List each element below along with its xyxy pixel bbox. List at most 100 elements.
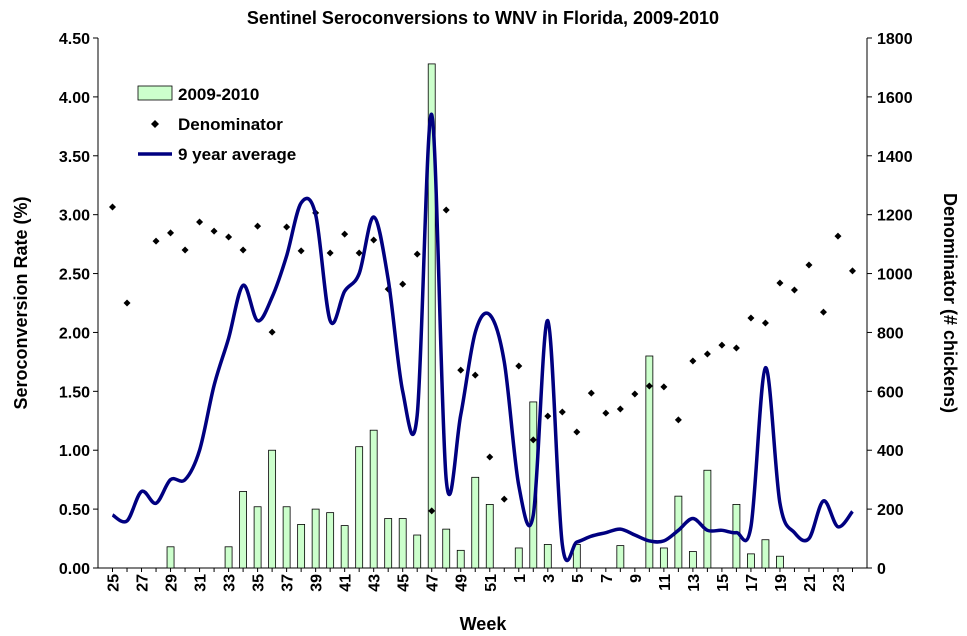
point [747, 314, 755, 322]
y2-tick-label: 1800 [877, 31, 913, 48]
point [471, 371, 479, 379]
point [225, 233, 233, 241]
point [689, 357, 697, 365]
x-tick-label: 51 [483, 574, 500, 592]
bar [543, 544, 552, 569]
y-tick-label: 1.50 [59, 384, 90, 401]
point [805, 261, 813, 269]
point [152, 237, 160, 245]
point [703, 350, 711, 358]
point [834, 232, 842, 240]
y-tick-label: 0.00 [59, 561, 90, 578]
x-tick-label: 29 [164, 574, 181, 592]
x-tick-label: 35 [251, 574, 268, 592]
bar [485, 503, 494, 569]
chart-title: Sentinel Seroconversions to WNV in Flori… [247, 8, 719, 28]
point [210, 227, 218, 235]
point [355, 249, 363, 257]
point [660, 383, 668, 391]
x-tick-label: 45 [396, 574, 413, 592]
legend-label: 9 year average [178, 145, 296, 164]
point [732, 344, 740, 352]
point [123, 299, 131, 307]
bar [398, 518, 407, 569]
bar [456, 549, 465, 569]
y-tick-label: 0.50 [59, 502, 90, 519]
y2-tick-label: 200 [877, 502, 904, 519]
x-tick-label: 47 [425, 574, 442, 592]
bar [514, 547, 523, 569]
point [645, 382, 653, 390]
point [674, 416, 682, 424]
point [790, 286, 798, 294]
x-tick-label: 15 [715, 574, 732, 592]
y2-tick-label: 800 [877, 325, 904, 342]
y-tick-label: 4.00 [59, 90, 90, 107]
bar [616, 545, 625, 569]
point [326, 249, 334, 257]
x-tick-label: 5 [570, 574, 587, 583]
x-tick-label: 25 [106, 574, 123, 592]
point [268, 328, 276, 336]
bar [253, 506, 262, 569]
point [602, 409, 610, 417]
point [776, 279, 784, 287]
bar [297, 524, 306, 569]
x-tick-label: 7 [599, 574, 616, 583]
bar [282, 506, 291, 569]
bar [384, 518, 393, 569]
point [283, 223, 291, 231]
point [486, 453, 494, 461]
bar [659, 547, 668, 569]
y-tick-label: 2.50 [59, 267, 90, 284]
x-tick-label: 9 [628, 574, 645, 583]
x-tick-label: 1 [512, 574, 529, 583]
point [631, 390, 639, 398]
y-tick-label: 3.00 [59, 208, 90, 225]
point [109, 203, 117, 211]
bar [471, 476, 480, 569]
bar [572, 544, 581, 569]
point [761, 319, 769, 327]
y2-tick-label: 1400 [877, 149, 913, 166]
bar [239, 491, 247, 569]
point [587, 389, 595, 397]
x-tick-label: 31 [193, 574, 210, 592]
point [544, 412, 552, 420]
legend-swatch [137, 85, 173, 101]
x-tick-label: 11 [657, 574, 674, 591]
y2-tick-label: 600 [877, 384, 904, 401]
point [413, 250, 421, 258]
point [457, 366, 465, 374]
line [111, 112, 854, 563]
bar [166, 546, 175, 569]
x-tick-label: 41 [338, 574, 355, 592]
point [167, 229, 175, 237]
x-tick-label: 37 [280, 574, 297, 592]
point [254, 222, 262, 230]
point [500, 495, 508, 503]
point [239, 246, 247, 254]
bar [776, 555, 784, 569]
bar [326, 512, 335, 569]
y2-tick-label: 0 [877, 561, 886, 578]
bar [761, 539, 770, 569]
point [442, 206, 450, 214]
point [718, 341, 726, 349]
bar [688, 551, 697, 569]
x-tick-label: 23 [831, 574, 848, 592]
point [558, 408, 566, 416]
x-tick-label: 27 [135, 574, 152, 592]
y2-tick-label: 400 [877, 443, 904, 460]
bar [747, 553, 755, 569]
y-axis-title: Seroconversion Rate (%) [11, 196, 31, 409]
y-tick-label: 1.00 [59, 443, 90, 460]
bar [413, 534, 422, 569]
point [529, 436, 537, 444]
bar [427, 63, 436, 569]
point [297, 247, 305, 255]
y-tick-label: 4.50 [59, 31, 90, 48]
point [616, 405, 624, 413]
y2-tick-label: 1600 [877, 90, 913, 107]
y-tick-label: 2.00 [59, 325, 90, 342]
